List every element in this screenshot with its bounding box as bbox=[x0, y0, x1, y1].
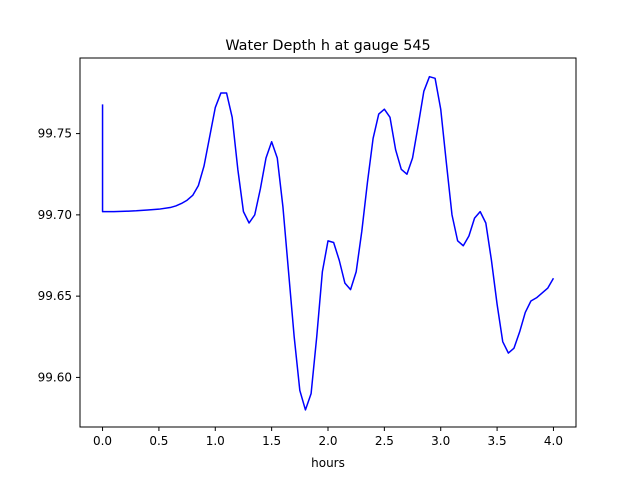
series-line bbox=[101, 75, 555, 411]
x-tick-label: 3.0 bbox=[431, 434, 450, 448]
y-tick-label: 99.70 bbox=[38, 208, 72, 222]
x-axis: 0.0 0.5 1.0 1.5 2.0 2.5 3.0 3.5 4.0 bbox=[93, 427, 563, 448]
x-tick-label: 0.5 bbox=[149, 434, 168, 448]
x-tick-label: 0.0 bbox=[93, 434, 112, 448]
x-tick-label: 1.0 bbox=[206, 434, 225, 448]
y-tick-label: 99.60 bbox=[38, 370, 72, 384]
x-tick-label: 3.5 bbox=[488, 434, 507, 448]
x-tick-label: 4.0 bbox=[544, 434, 563, 448]
x-axis-label: hours bbox=[311, 456, 345, 470]
chart-title: Water Depth h at gauge 545 bbox=[225, 38, 430, 54]
y-tick-label: 99.65 bbox=[38, 289, 72, 303]
x-tick-label: 1.5 bbox=[262, 434, 281, 448]
x-tick-label: 2.0 bbox=[318, 434, 337, 448]
y-axis: 99.60 99.65 99.70 99.75 bbox=[38, 127, 80, 384]
y-tick-label: 99.75 bbox=[38, 127, 72, 141]
x-tick-label: 2.5 bbox=[375, 434, 394, 448]
